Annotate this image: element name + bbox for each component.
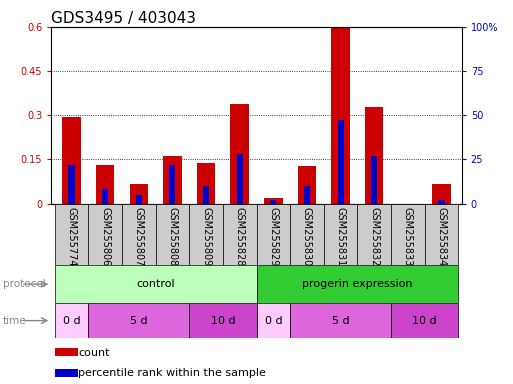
- Text: GSM255808: GSM255808: [167, 207, 177, 266]
- Text: control: control: [136, 279, 175, 289]
- Text: 10 d: 10 d: [412, 316, 437, 326]
- Bar: [189, 303, 256, 338]
- Bar: [102, 189, 108, 204]
- Text: GSM255809: GSM255809: [201, 207, 211, 266]
- Bar: [298, 166, 316, 204]
- Text: 0 d: 0 d: [63, 316, 81, 326]
- Text: GSM255833: GSM255833: [403, 207, 413, 266]
- Bar: [290, 204, 324, 265]
- Text: GSM255832: GSM255832: [369, 207, 379, 266]
- Text: progerin expression: progerin expression: [302, 279, 412, 289]
- Bar: [338, 121, 344, 204]
- Bar: [203, 186, 209, 204]
- Bar: [270, 200, 277, 204]
- Bar: [55, 204, 88, 265]
- Bar: [425, 204, 458, 265]
- Text: GSM255828: GSM255828: [234, 207, 245, 266]
- Bar: [290, 303, 391, 338]
- Bar: [365, 107, 384, 204]
- Bar: [189, 204, 223, 265]
- Bar: [88, 303, 189, 338]
- Text: 5 d: 5 d: [130, 316, 148, 326]
- Bar: [304, 186, 310, 204]
- Bar: [62, 117, 81, 204]
- Text: count: count: [78, 348, 109, 358]
- Bar: [68, 165, 74, 204]
- Text: GSM255806: GSM255806: [100, 207, 110, 266]
- Bar: [55, 348, 77, 356]
- Text: 0 d: 0 d: [265, 316, 282, 326]
- Bar: [163, 156, 182, 204]
- Bar: [256, 303, 290, 338]
- Bar: [169, 165, 175, 204]
- Text: GSM255831: GSM255831: [336, 207, 346, 266]
- Text: GDS3495 / 403043: GDS3495 / 403043: [51, 11, 196, 26]
- Bar: [88, 204, 122, 265]
- Bar: [197, 163, 215, 204]
- Bar: [432, 184, 451, 204]
- Text: time: time: [3, 316, 26, 326]
- Bar: [331, 28, 350, 204]
- Text: GSM255807: GSM255807: [134, 207, 144, 266]
- Bar: [223, 204, 256, 265]
- Bar: [136, 195, 142, 204]
- Bar: [55, 265, 256, 303]
- Bar: [439, 200, 445, 204]
- Bar: [391, 204, 425, 265]
- Text: protocol: protocol: [3, 279, 45, 289]
- Bar: [155, 204, 189, 265]
- Bar: [391, 303, 458, 338]
- Text: GSM255774: GSM255774: [67, 207, 76, 266]
- Bar: [236, 154, 243, 204]
- Bar: [264, 198, 283, 204]
- Text: 10 d: 10 d: [210, 316, 235, 326]
- Bar: [55, 303, 88, 338]
- Text: GSM255834: GSM255834: [437, 207, 446, 266]
- Text: percentile rank within the sample: percentile rank within the sample: [78, 368, 266, 378]
- Text: GSM255829: GSM255829: [268, 207, 279, 266]
- Bar: [256, 204, 290, 265]
- Bar: [55, 369, 77, 377]
- Bar: [371, 156, 377, 204]
- Text: 5 d: 5 d: [332, 316, 349, 326]
- Text: GSM255830: GSM255830: [302, 207, 312, 266]
- Bar: [358, 204, 391, 265]
- Bar: [256, 265, 458, 303]
- Bar: [96, 165, 114, 204]
- Bar: [122, 204, 155, 265]
- Bar: [230, 104, 249, 204]
- Bar: [129, 184, 148, 204]
- Bar: [324, 204, 358, 265]
